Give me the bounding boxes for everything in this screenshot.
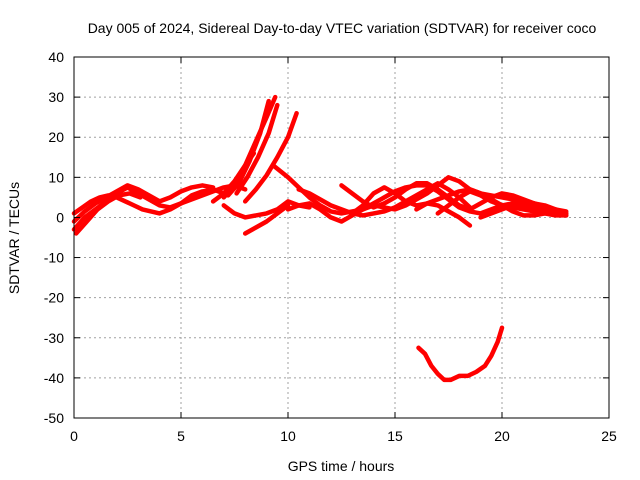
- data-series: [71, 94, 569, 383]
- series-rise-3: [225, 98, 271, 198]
- x-tick-label: 5: [177, 428, 185, 444]
- y-tick-label: -20: [44, 290, 64, 306]
- y-tick-label: 30: [48, 89, 64, 105]
- series-late-2: [349, 185, 569, 218]
- series-mid-3: [296, 181, 473, 218]
- y-tick-label: -50: [44, 410, 64, 426]
- series-late-5: [478, 199, 569, 220]
- grid: [74, 57, 609, 418]
- y-tick-label: -10: [44, 250, 64, 266]
- x-tick-label: 0: [70, 428, 78, 444]
- series-late-3: [435, 189, 569, 218]
- plot-frame: [73, 56, 610, 419]
- y-tick-label: 0: [56, 209, 64, 225]
- y-tick-label: 10: [48, 169, 64, 185]
- x-axis-label: GPS time / hours: [288, 458, 395, 474]
- series-arc-early-3: [71, 183, 248, 216]
- series-mid-1: [270, 163, 569, 216]
- series-arc-early-4: [73, 191, 143, 236]
- y-axis-label: SDTVAR / TECUs: [6, 182, 22, 294]
- y-tick-label: 20: [48, 129, 64, 145]
- series-rise-5: [234, 102, 280, 196]
- series-dip-1: [221, 199, 312, 220]
- x-tick-label: 20: [494, 428, 510, 444]
- y-tick-label: -30: [44, 330, 64, 346]
- x-axis-ticks: 0 5 10 15 20 25: [70, 57, 617, 444]
- x-tick-label: 25: [601, 428, 617, 444]
- y-axis-ticks: -50 -40 -30 -20 -10 0 10 20 30 40: [44, 49, 609, 426]
- y-tick-label: 40: [48, 49, 64, 65]
- series-late-4: [414, 201, 473, 228]
- x-tick-label: 15: [387, 428, 403, 444]
- series-deep-negative: [416, 325, 505, 383]
- series-dip-2: [242, 203, 291, 236]
- y-tick-label: -40: [44, 370, 64, 386]
- x-tick-label: 10: [280, 428, 296, 444]
- series-arc-early-2: [71, 183, 216, 224]
- chart-title: Day 005 of 2024, Sidereal Day-to-day VTE…: [88, 20, 597, 36]
